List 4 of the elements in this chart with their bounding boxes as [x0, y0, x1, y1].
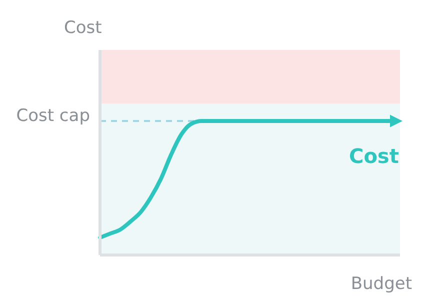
ref-line-label: Cost cap [16, 106, 90, 126]
x-axis-title: Budget [350, 274, 412, 294]
series-label: Cost [349, 144, 400, 168]
y-axis-title: Cost [64, 18, 102, 38]
